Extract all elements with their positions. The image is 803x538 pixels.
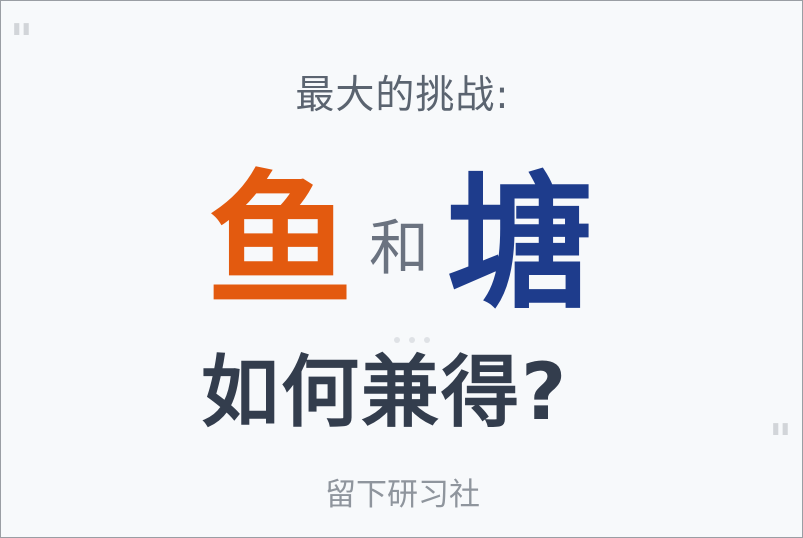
close-quote-mark: " xyxy=(769,415,792,466)
brand-footer: 留下研习社 xyxy=(325,477,480,513)
open-quote-mark: " xyxy=(10,15,33,66)
fish-character: 鱼 xyxy=(207,157,353,327)
slide-heading: 最大的挑战: xyxy=(295,73,510,118)
fish-and-pond-row: 鱼 和 塘 xyxy=(1,157,802,329)
pond-character: 塘 xyxy=(447,159,593,329)
dot xyxy=(394,337,400,343)
dot xyxy=(424,337,430,343)
decorative-dots xyxy=(394,337,430,343)
question-text: 如何兼得? xyxy=(201,348,569,438)
and-character: 和 xyxy=(369,214,429,284)
dot xyxy=(409,337,415,343)
